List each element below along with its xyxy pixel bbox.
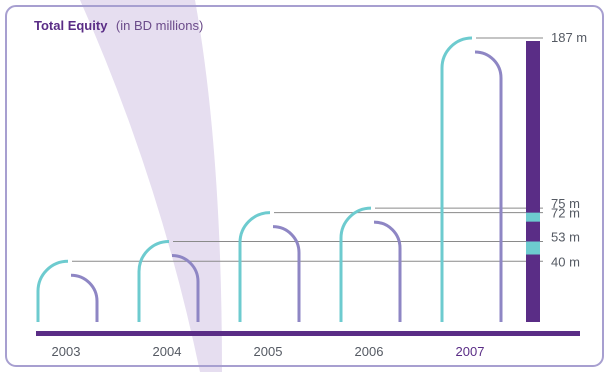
year-label-2006: 2006 <box>355 344 384 359</box>
chart-title-line: Total Equity (in BD millions) <box>34 17 203 34</box>
scale-marker-2005 <box>526 212 540 222</box>
arch-marks <box>36 36 503 322</box>
arch-inner-2004 <box>171 254 200 322</box>
baseline-axis <box>36 331 580 336</box>
value-label-2007: 187 m <box>551 30 587 45</box>
value-label-2003: 40 m <box>551 254 580 269</box>
year-label-2003: 2003 <box>52 344 81 359</box>
scale-bar <box>526 41 540 322</box>
year-label-2004: 2004 <box>153 344 182 359</box>
chart-frame <box>5 5 604 367</box>
scale-marker-2004 <box>526 241 540 255</box>
value-label-2006: 75 m <box>551 196 580 211</box>
decorative-band <box>80 0 222 372</box>
value-label-2005: 72 m <box>551 206 580 221</box>
chart-title: Total Equity <box>34 18 108 33</box>
arch-inner-2006 <box>373 220 402 322</box>
guide-lines <box>72 37 543 262</box>
year-label-2007: 2007 <box>456 344 485 359</box>
arch-inner-2005 <box>272 225 301 322</box>
arch-outer-2007 <box>440 36 473 322</box>
value-label-2004: 53 m <box>551 230 580 245</box>
arch-inner-2003 <box>70 273 99 322</box>
arch-inner-2007 <box>474 50 503 322</box>
value-scale: 40 m 53 m 72 m75 m 187 m <box>526 30 587 322</box>
arch-outer-2003 <box>36 259 69 322</box>
arch-outer-2006 <box>339 206 372 322</box>
arch-outer-2004 <box>137 240 170 322</box>
year-label-2005: 2005 <box>254 344 283 359</box>
year-labels: 2003 2004 2005 2006 2007 <box>52 344 485 359</box>
arch-outer-2005 <box>238 211 271 322</box>
chart-subtitle: (in BD millions) <box>116 18 203 33</box>
